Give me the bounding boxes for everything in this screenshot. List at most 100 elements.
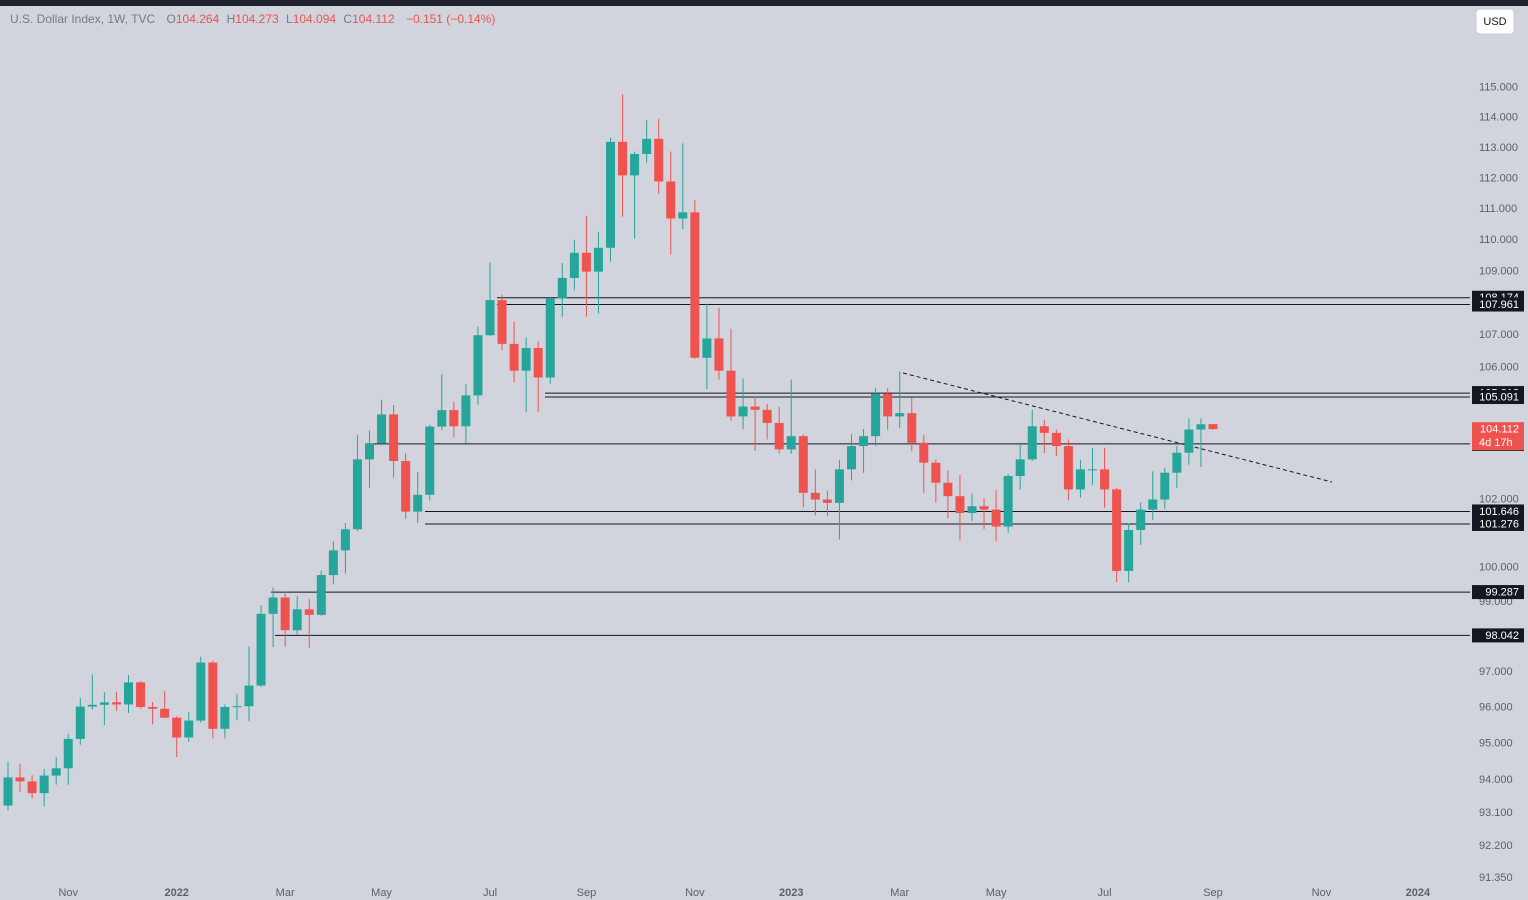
- candle-body: [871, 393, 881, 437]
- x-tick-label: May: [371, 887, 392, 899]
- candle-body: [822, 499, 832, 503]
- candle-body: [27, 781, 37, 794]
- x-tick-label: Nov: [1312, 887, 1332, 899]
- y-tick-label: 107.000: [1479, 329, 1519, 341]
- candle-body: [473, 335, 483, 396]
- candle-body: [124, 682, 133, 705]
- candle-body: [991, 509, 1001, 527]
- candle-body: [1112, 489, 1122, 571]
- candle-body: [232, 706, 242, 708]
- candle-body: [15, 777, 25, 782]
- level-label-box: [1472, 628, 1524, 643]
- candle-body: [1184, 429, 1194, 453]
- candle-body: [738, 406, 748, 417]
- x-tick-label: Jul: [1098, 887, 1112, 899]
- y-tick-label: 92.200: [1479, 840, 1513, 852]
- candle-body: [1196, 424, 1206, 430]
- ohlc-letter: H: [227, 12, 236, 26]
- candle-body: [750, 406, 760, 410]
- level-label: 98.042: [1485, 630, 1519, 642]
- trendline: [902, 372, 1333, 483]
- candle-body: [654, 138, 664, 182]
- x-tick-label: Mar: [276, 887, 295, 899]
- candle-body: [256, 613, 266, 686]
- candle-body: [184, 720, 194, 738]
- price-label-box: [1472, 422, 1524, 451]
- currency-label[interactable]: USD: [1483, 16, 1506, 28]
- candle-body: [413, 494, 423, 512]
- level-label-box: [1472, 297, 1524, 312]
- candle-body: [702, 338, 712, 358]
- level-label-box: [1472, 504, 1524, 519]
- candle-body: [1136, 509, 1146, 530]
- y-tick-label: 102.000: [1479, 493, 1519, 505]
- x-tick-label: Sep: [577, 887, 597, 899]
- candle-body: [726, 370, 736, 417]
- candle-body: [847, 446, 856, 470]
- candle-body: [1160, 472, 1170, 500]
- legend: U.S. Dollar Index, 1W, TVC O104.264 H104…: [10, 12, 495, 26]
- candle-body: [810, 492, 820, 500]
- change: −0.151 (−0.14%): [406, 12, 495, 26]
- candle-body: [87, 704, 97, 707]
- candle-body: [895, 413, 905, 417]
- level-label: 101.276: [1479, 518, 1519, 530]
- candle-body: [1015, 459, 1025, 477]
- candle-body: [148, 706, 158, 709]
- candle-body: [690, 212, 700, 358]
- candle-body: [437, 410, 447, 427]
- candle-body: [268, 597, 278, 614]
- candle-body: [834, 469, 844, 503]
- candle-body: [666, 181, 676, 219]
- candle-body: [75, 706, 85, 739]
- candle-body: [1039, 426, 1049, 433]
- y-tick-label: 110.000: [1479, 234, 1518, 246]
- candle-body: [401, 461, 411, 512]
- candle-body: [485, 300, 495, 336]
- candle-body: [786, 436, 796, 450]
- candle-body: [859, 436, 869, 447]
- ohlc-letter: C: [343, 12, 352, 26]
- y-tick-label: 114.000: [1479, 112, 1518, 124]
- candle-body: [316, 575, 326, 615]
- y-tick-label: 96.000: [1479, 702, 1513, 714]
- y-tick-label: 97.000: [1479, 666, 1513, 678]
- y-tick-label: 112.000: [1479, 172, 1518, 184]
- candle-body: [244, 685, 254, 707]
- candle-body: [967, 506, 977, 514]
- candle-body: [160, 708, 170, 718]
- candle-body: [304, 609, 314, 615]
- candle-body: [762, 409, 772, 423]
- candle-body: [365, 443, 374, 460]
- level-label: 99.287: [1485, 586, 1519, 598]
- candle-body: [425, 426, 435, 495]
- candle-body: [1003, 476, 1013, 527]
- symbol: U.S. Dollar Index, 1W, TVC: [10, 12, 155, 26]
- ohlc-value: 104.273: [235, 12, 279, 26]
- ohlc-letter: L: [286, 12, 293, 26]
- candle-body: [943, 482, 953, 497]
- candle-body: [557, 277, 567, 299]
- level-label: 101.646: [1479, 506, 1519, 518]
- y-tick-label: 95.000: [1479, 738, 1513, 750]
- x-tick-label: 2024: [1406, 887, 1431, 899]
- candle-body: [340, 529, 350, 551]
- x-tick-label: Nov: [58, 887, 78, 899]
- candle-body: [389, 414, 399, 462]
- x-tick-label: Nov: [685, 887, 705, 899]
- candle-body: [1208, 424, 1218, 430]
- candle-body: [1063, 446, 1073, 490]
- candle-body: [136, 682, 146, 707]
- candle-body: [497, 300, 507, 344]
- candle-body: [569, 252, 579, 278]
- currency-button[interactable]: [1475, 8, 1515, 35]
- y-tick-label: 113.000: [1479, 142, 1518, 154]
- candle-body: [509, 343, 519, 371]
- candle-body: [798, 436, 808, 493]
- candle-body: [111, 702, 121, 705]
- level-label: 107.961: [1479, 299, 1519, 311]
- candle-body: [533, 348, 543, 378]
- x-tick-label: Jul: [483, 887, 497, 899]
